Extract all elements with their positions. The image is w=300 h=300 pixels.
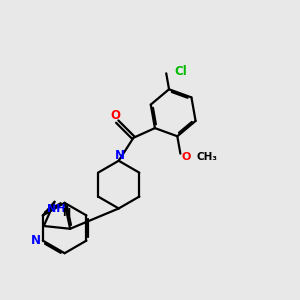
Text: Cl: Cl: [175, 65, 187, 78]
Text: O: O: [182, 152, 191, 162]
Text: CH₃: CH₃: [196, 152, 218, 162]
Text: O: O: [111, 109, 121, 122]
Text: NH: NH: [47, 204, 65, 214]
Text: N: N: [31, 234, 41, 247]
Text: N: N: [115, 149, 125, 162]
Text: H: H: [62, 208, 70, 218]
